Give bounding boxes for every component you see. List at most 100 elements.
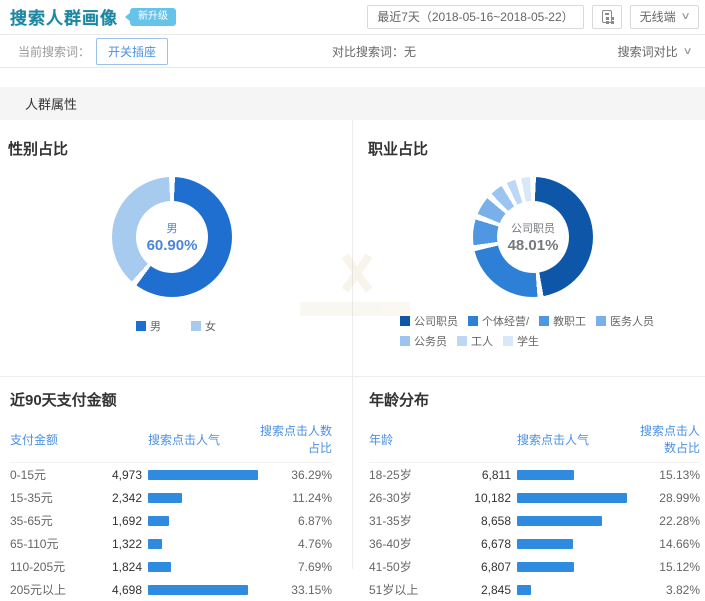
row-bar	[148, 469, 260, 480]
row-bar	[517, 538, 630, 549]
table-row: 31-35岁 8,658 22.28%	[369, 509, 700, 532]
legend-item[interactable]: 公务员	[400, 333, 447, 349]
gender-center-label: 男	[166, 223, 178, 235]
payment-amount-panel: 近90天支付金额 支付金额 搜索点击人气 搜索点击人数占比 0-15元 4,973…	[0, 377, 352, 597]
bar-fill	[517, 469, 575, 480]
row-label: 0-15元	[10, 468, 47, 482]
column-header[interactable]: 支付金额	[10, 432, 59, 447]
row-label: 36-40岁	[369, 537, 412, 551]
search-term-toolbar: 当前搜索词： 开关插座 对比搜索词：无 搜索词对比 ∨	[0, 34, 705, 68]
row-label: 26-30岁	[369, 491, 412, 505]
row-percent-value: 7.69%	[297, 559, 332, 574]
row-label: 15-35元	[10, 491, 53, 505]
legend-swatch-icon	[539, 316, 550, 326]
bar-fill	[148, 561, 172, 572]
legend-item[interactable]: 工人	[457, 333, 493, 349]
top-right-controls: 最近7天（2018-05-16~2018-05-22） 无线端 ∨	[367, 4, 699, 29]
legend-item[interactable]: 公司职员	[400, 313, 458, 329]
calendar-button[interactable]	[591, 4, 622, 29]
row-label: 65-110元	[10, 537, 59, 551]
payment-table-title: 近90天支付金额	[10, 392, 117, 409]
gender-donut-chart[interactable]: 男 60.90%	[112, 177, 232, 297]
row-popularity-value: 10,182	[474, 490, 511, 505]
row-label: 18-25岁	[369, 468, 412, 482]
row-bar	[148, 515, 260, 526]
legend-label: 医务人员	[610, 316, 655, 328]
legend-item[interactable]: 男	[136, 318, 161, 334]
legend-swatch-icon	[400, 316, 410, 326]
column-header[interactable]: 年龄	[369, 432, 394, 447]
legend-label: 教职工	[553, 316, 587, 328]
table-row: 41-50岁 6,807 15.12%	[369, 555, 700, 578]
section-title: 人群属性	[25, 97, 78, 112]
bar-fill	[517, 492, 627, 503]
row-percent-value: 11.24%	[292, 490, 332, 505]
occupation-donut-center: 公司职员 48.01%	[497, 201, 569, 273]
gender-legend: 男女	[0, 318, 352, 334]
row-popularity-value: 6,811	[481, 467, 511, 482]
top-bar: 搜索人群画像 新升级 最近7天（2018-05-16~2018-05-22） 无…	[0, 0, 705, 33]
table-row: 15-35元 2,342 11.24%	[10, 486, 332, 509]
row-bar	[517, 515, 630, 526]
watermark-text-blur	[300, 302, 410, 316]
occupation-center-value: 48.01%	[507, 237, 559, 254]
bar-fill	[517, 584, 532, 595]
legend-item[interactable]: 女	[191, 318, 216, 334]
row-bar	[517, 469, 630, 480]
table-row: 65-110元 1,322 4.76%	[10, 532, 332, 555]
row-percent-value: 4.76%	[297, 536, 332, 551]
row-popularity-value: 1,824	[111, 559, 142, 574]
watermark	[300, 252, 410, 324]
table-row: 35-65元 1,692 6.87%	[10, 509, 332, 532]
legend-swatch-icon	[468, 316, 478, 326]
row-percent-value: 14.66%	[659, 536, 700, 551]
column-header[interactable]: 搜索点击人气	[517, 432, 590, 447]
gender-donut-center: 男 60.90%	[136, 201, 208, 273]
table-row: 36-40岁 6,678 14.66%	[369, 532, 700, 555]
row-label: 51岁以上	[369, 583, 419, 597]
date-range-selector[interactable]: 最近7天（2018-05-16~2018-05-22）	[367, 4, 584, 29]
row-popularity-value: 6,807	[480, 559, 511, 574]
row-label: 110-205元	[10, 560, 66, 574]
gender-chart-title: 性别占比	[8, 141, 69, 158]
compare-terms-link[interactable]: 搜索词对比 ∨	[618, 43, 693, 60]
legend-label: 工人	[471, 336, 493, 348]
row-popularity-value: 2,845	[480, 582, 511, 597]
legend-label: 个体经营/	[482, 316, 530, 328]
table-row: 0-15元 4,973 36.29%	[10, 463, 332, 486]
bar-fill	[148, 492, 183, 503]
table-row: 205元以上 4,698 33.15%	[10, 578, 332, 601]
row-bar	[517, 492, 630, 503]
current-term-button[interactable]: 开关插座	[96, 37, 169, 65]
row-bar	[148, 492, 260, 503]
terminal-dropdown[interactable]: 无线端 ∨	[629, 4, 699, 29]
row-percent-value: 22.28%	[659, 513, 700, 528]
column-header[interactable]: 搜索点击人气	[148, 432, 221, 447]
row-bar	[517, 584, 630, 595]
row-percent-value: 36.29%	[291, 467, 332, 482]
gender-center-value: 60.90%	[146, 237, 198, 254]
row-bar	[517, 561, 630, 572]
legend-item[interactable]: 个体经营/	[468, 313, 529, 329]
vertical-divider	[352, 120, 353, 569]
column-header[interactable]: 搜索点击人数占比	[639, 424, 700, 455]
date-range-label: 最近7天（2018-05-16~2018-05-22）	[377, 10, 574, 24]
age-distribution-panel: 年龄分布 年龄 搜索点击人气 搜索点击人数占比 18-25岁 6,811 15.13…	[353, 377, 705, 597]
compare-term-text: 对比搜索词：无	[332, 44, 417, 59]
row-percent-value: 15.13%	[659, 467, 700, 482]
bar-fill	[148, 538, 163, 549]
legend-item[interactable]: 医务人员	[596, 313, 654, 329]
row-bar	[148, 584, 260, 595]
chevron-down-icon: ∨	[680, 11, 691, 22]
legend-swatch-icon	[136, 321, 146, 331]
age-table-body: 18-25岁 6,811 15.13% 26-30岁 10,182 28.99% 31-35…	[369, 463, 700, 601]
occupation-center-label: 公司职员	[511, 223, 555, 235]
bar-fill	[148, 469, 258, 480]
legend-label: 公司职员	[414, 316, 458, 328]
row-label: 31-35岁	[369, 514, 412, 528]
legend-item[interactable]: 学生	[503, 333, 539, 349]
column-header[interactable]: 搜索点击人数占比	[260, 424, 333, 455]
legend-item[interactable]: 教职工	[539, 313, 586, 329]
occupation-donut-chart[interactable]: 公司职员 48.01%	[473, 177, 593, 297]
table-row: 51岁以上 2,845 3.82%	[369, 578, 700, 601]
